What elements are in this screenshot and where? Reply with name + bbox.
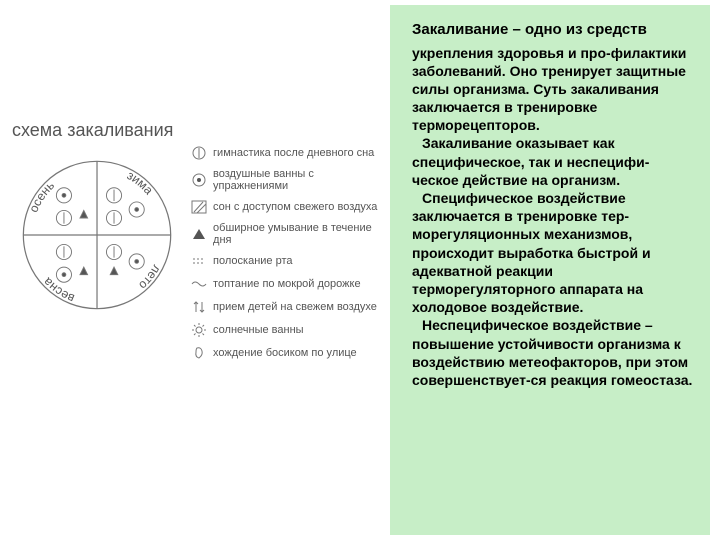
legend-row: солнечные ванны bbox=[190, 322, 382, 338]
page: схема закаливания осень bbox=[0, 0, 720, 540]
waves-icon bbox=[190, 276, 208, 292]
foot-icon bbox=[190, 345, 208, 361]
arrows-icon bbox=[190, 299, 208, 315]
paragraph-1: укрепления здоровья и про-филактики забо… bbox=[412, 44, 696, 135]
dashes-icon bbox=[190, 253, 208, 269]
diagram-wrap: осень зима весна лето bbox=[12, 145, 382, 368]
season-winter: зима bbox=[125, 168, 156, 197]
season-summer: лето bbox=[136, 263, 164, 293]
legend-row: гимнастика после дневного сна bbox=[190, 145, 382, 161]
hardening-scheme: схема закаливания осень bbox=[12, 120, 382, 368]
paragraph-2: Закаливание оказывает как специфическое,… bbox=[412, 134, 696, 189]
svg-text:осень: осень bbox=[26, 178, 57, 214]
diagram-title: схема закаливания bbox=[12, 120, 382, 141]
legend-row: топтание по мокрой дорожке bbox=[190, 276, 382, 292]
paragraph-3: Специфическое воздействие заключается в … bbox=[412, 189, 696, 316]
legend-label: прием детей на свежем воздухе bbox=[213, 301, 377, 313]
dot-circle-icon bbox=[190, 172, 208, 188]
season-autumn: осень bbox=[26, 178, 57, 214]
legend-label: обширное умывание в течение дня bbox=[213, 222, 382, 246]
legend-label: полоскание рта bbox=[213, 255, 292, 267]
bar-circle-icon bbox=[190, 145, 208, 161]
svg-text:лето: лето bbox=[136, 263, 164, 293]
legend-row: сон с доступом свежего воздуха bbox=[190, 199, 382, 215]
legend-label: хождение босиком по улице bbox=[213, 347, 357, 359]
svg-text:зима: зима bbox=[125, 168, 156, 197]
legend-row: хождение босиком по улице bbox=[190, 345, 382, 361]
info-panel: Закаливание – одно из средств укрепления… bbox=[390, 5, 710, 535]
legend-label: воздушные ванны с упражнениями bbox=[213, 168, 382, 192]
legend-row: воздушные ванны с упражнениями bbox=[190, 168, 382, 192]
quadrant-circle: осень зима весна лето bbox=[12, 145, 182, 325]
legend-row: прием детей на свежем воздухе bbox=[190, 299, 382, 315]
sun-icon bbox=[190, 322, 208, 338]
legend-row: полоскание рта bbox=[190, 253, 382, 269]
legend-label: солнечные ванны bbox=[213, 324, 304, 336]
paragraph-4: Неспецифическое воздействие – повышение … bbox=[412, 316, 696, 389]
legend: гимнастика после дневного сна воздушные … bbox=[190, 145, 382, 368]
triangle-icon bbox=[190, 226, 208, 242]
legend-label: сон с доступом свежего воздуха bbox=[213, 201, 377, 213]
legend-row: обширное умывание в течение дня bbox=[190, 222, 382, 246]
lead-line: Закаливание – одно из средств bbox=[412, 20, 696, 40]
legend-label: топтание по мокрой дорожке bbox=[213, 278, 361, 290]
legend-label: гимнастика после дневного сна bbox=[213, 147, 374, 159]
hatch-rect-icon bbox=[190, 199, 208, 215]
